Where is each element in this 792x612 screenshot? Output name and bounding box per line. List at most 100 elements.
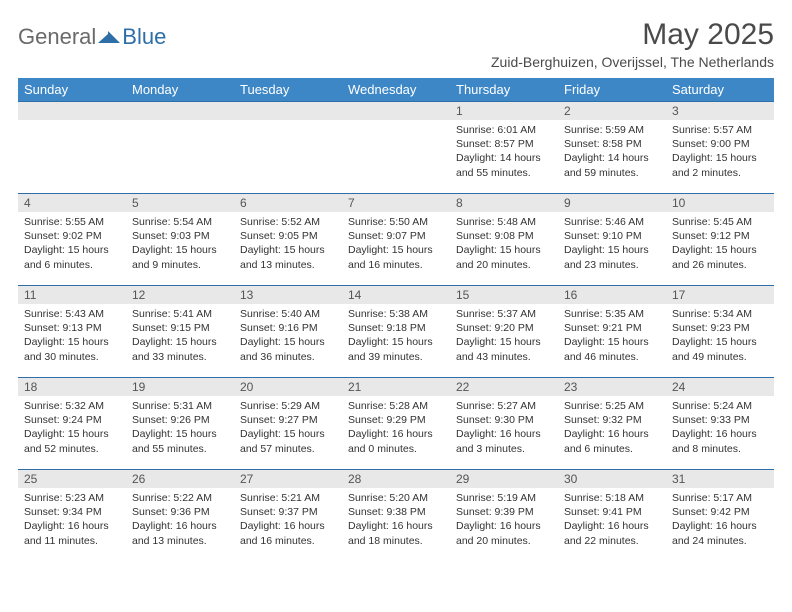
day-details: Sunrise: 5:18 AMSunset: 9:41 PMDaylight:… <box>558 488 666 552</box>
day-number: 8 <box>450 194 558 212</box>
calendar-day-cell: 10Sunrise: 5:45 AMSunset: 9:12 PMDayligh… <box>666 194 774 286</box>
day-number: 31 <box>666 470 774 488</box>
calendar-day-cell: 29 Sunrise: 5:19 AMSunset: 9:39 PMDayligh… <box>450 470 558 562</box>
sunset-text: Sunset: 9:02 PM <box>24 229 120 243</box>
sunrise-text: Sunrise: 5:38 AM <box>348 307 444 321</box>
weekday-header: Wednesday <box>342 78 450 102</box>
day-details: Sunrise: 5:43 AMSunset: 9:13 PMDaylight:… <box>18 304 126 368</box>
daylight-text: Daylight: 15 hours and 49 minutes. <box>672 335 768 363</box>
daylight-text: Daylight: 15 hours and 16 minutes. <box>348 243 444 271</box>
sunset-text: Sunset: 9:00 PM <box>672 137 768 151</box>
calendar-body: 1Sunrise: 6:01 AMSunset: 8:57 PMDaylight… <box>18 102 774 562</box>
daylight-text: Daylight: 16 hours and 20 minutes. <box>456 519 552 547</box>
sunrise-text: Sunrise: 5:32 AM <box>24 399 120 413</box>
day-number: 1 <box>450 102 558 120</box>
day-details: Sunrise: 5:55 AMSunset: 9:02 PMDaylight:… <box>18 212 126 276</box>
calendar-day-cell: 15Sunrise: 5:37 AMSunset: 9:20 PMDayligh… <box>450 286 558 378</box>
day-number: 15 <box>450 286 558 304</box>
calendar-day-cell: 1Sunrise: 6:01 AMSunset: 8:57 PMDaylight… <box>450 102 558 194</box>
sunrise-text: Sunrise: 5:57 AM <box>672 123 768 137</box>
logo-mark-icon <box>98 28 120 46</box>
day-number: 4 <box>18 194 126 212</box>
daylight-text: Daylight: 15 hours and 2 minutes. <box>672 151 768 179</box>
sunset-text: Sunset: 9:10 PM <box>564 229 660 243</box>
daylight-text: Daylight: 15 hours and 6 minutes. <box>24 243 120 271</box>
calendar-day-cell: 8Sunrise: 5:48 AMSunset: 9:08 PMDaylight… <box>450 194 558 286</box>
day-details: Sunrise: 5:46 AMSunset: 9:10 PMDaylight:… <box>558 212 666 276</box>
calendar-day-cell: 24Sunrise: 5:24 AMSunset: 9:33 PMDayligh… <box>666 378 774 470</box>
daylight-text: Daylight: 15 hours and 43 minutes. <box>456 335 552 363</box>
calendar-day-cell: 3Sunrise: 5:57 AMSunset: 9:00 PMDaylight… <box>666 102 774 194</box>
day-details: Sunrise: 5:29 AMSunset: 9:27 PMDaylight:… <box>234 396 342 460</box>
day-details: Sunrise: 5:24 AMSunset: 9:33 PMDaylight:… <box>666 396 774 460</box>
sunset-text: Sunset: 9:39 PM <box>456 505 552 519</box>
weekday-header: Saturday <box>666 78 774 102</box>
day-number: 30 <box>558 470 666 488</box>
day-number: 17 <box>666 286 774 304</box>
day-details: Sunrise: 5:31 AMSunset: 9:26 PMDaylight:… <box>126 396 234 460</box>
logo-word-blue: Blue <box>122 24 166 50</box>
day-number: 23 <box>558 378 666 396</box>
calendar-week-row: 11Sunrise: 5:43 AMSunset: 9:13 PMDayligh… <box>18 286 774 378</box>
sunrise-text: Sunrise: 5:34 AM <box>672 307 768 321</box>
calendar-day-cell: 16Sunrise: 5:35 AMSunset: 9:21 PMDayligh… <box>558 286 666 378</box>
calendar-day-cell: 17Sunrise: 5:34 AMSunset: 9:23 PMDayligh… <box>666 286 774 378</box>
title-block: May 2025 Zuid-Berghuizen, Overijssel, Th… <box>491 18 774 70</box>
day-number: 29 <box>450 470 558 488</box>
sunrise-text: Sunrise: 5:19 AM <box>456 491 552 505</box>
calendar-day-cell <box>126 102 234 194</box>
calendar-table: Sunday Monday Tuesday Wednesday Thursday… <box>18 78 774 562</box>
day-number: 14 <box>342 286 450 304</box>
calendar-day-cell: 20Sunrise: 5:29 AMSunset: 9:27 PMDayligh… <box>234 378 342 470</box>
sunset-text: Sunset: 9:34 PM <box>24 505 120 519</box>
sunrise-text: Sunrise: 5:18 AM <box>564 491 660 505</box>
sunset-text: Sunset: 9:26 PM <box>132 413 228 427</box>
day-details: Sunrise: 5:23 AMSunset: 9:34 PMDaylight:… <box>18 488 126 552</box>
calendar-day-cell: 27Sunrise: 5:21 AMSunset: 9:37 PMDayligh… <box>234 470 342 562</box>
day-details: Sunrise: 5:35 AMSunset: 9:21 PMDaylight:… <box>558 304 666 368</box>
sunset-text: Sunset: 9:07 PM <box>348 229 444 243</box>
sunset-text: Sunset: 9:20 PM <box>456 321 552 335</box>
sunrise-text: Sunrise: 5:35 AM <box>564 307 660 321</box>
calendar-day-cell: 9Sunrise: 5:46 AMSunset: 9:10 PMDaylight… <box>558 194 666 286</box>
day-number: 20 <box>234 378 342 396</box>
daylight-text: Daylight: 15 hours and 23 minutes. <box>564 243 660 271</box>
logo: General Blue <box>18 18 166 50</box>
sunset-text: Sunset: 9:05 PM <box>240 229 336 243</box>
sunrise-text: Sunrise: 5:43 AM <box>24 307 120 321</box>
daylight-text: Daylight: 16 hours and 11 minutes. <box>24 519 120 547</box>
daylight-text: Daylight: 15 hours and 20 minutes. <box>456 243 552 271</box>
calendar-day-cell: 19Sunrise: 5:31 AMSunset: 9:26 PMDayligh… <box>126 378 234 470</box>
daylight-text: Daylight: 15 hours and 36 minutes. <box>240 335 336 363</box>
sunset-text: Sunset: 9:16 PM <box>240 321 336 335</box>
location-text: Zuid-Berghuizen, Overijssel, The Netherl… <box>491 54 774 70</box>
weekday-header: Sunday <box>18 78 126 102</box>
day-number: 2 <box>558 102 666 120</box>
day-details: Sunrise: 5:38 AMSunset: 9:18 PMDaylight:… <box>342 304 450 368</box>
daylight-text: Daylight: 16 hours and 0 minutes. <box>348 427 444 455</box>
header: General Blue May 2025 Zuid-Berghuizen, O… <box>18 18 774 70</box>
day-number: 16 <box>558 286 666 304</box>
day-number: 6 <box>234 194 342 212</box>
daylight-text: Daylight: 16 hours and 3 minutes. <box>456 427 552 455</box>
day-details: Sunrise: 5:41 AMSunset: 9:15 PMDaylight:… <box>126 304 234 368</box>
calendar-day-cell: 13Sunrise: 5:40 AMSunset: 9:16 PMDayligh… <box>234 286 342 378</box>
sunset-text: Sunset: 9:12 PM <box>672 229 768 243</box>
day-details: Sunrise: 5:28 AMSunset: 9:29 PMDaylight:… <box>342 396 450 460</box>
day-details: Sunrise: 5:34 AMSunset: 9:23 PMDaylight:… <box>666 304 774 368</box>
sunrise-text: Sunrise: 5:41 AM <box>132 307 228 321</box>
sunrise-text: Sunrise: 5:59 AM <box>564 123 660 137</box>
sunrise-text: Sunrise: 5:20 AM <box>348 491 444 505</box>
calendar-week-row: 4Sunrise: 5:55 AMSunset: 9:02 PMDaylight… <box>18 194 774 286</box>
calendar-week-row: 18Sunrise: 5:32 AMSunset: 9:24 PMDayligh… <box>18 378 774 470</box>
sunrise-text: Sunrise: 5:52 AM <box>240 215 336 229</box>
sunset-text: Sunset: 9:03 PM <box>132 229 228 243</box>
sunset-text: Sunset: 9:23 PM <box>672 321 768 335</box>
sunrise-text: Sunrise: 6:01 AM <box>456 123 552 137</box>
day-number: 25 <box>18 470 126 488</box>
calendar-day-cell <box>342 102 450 194</box>
sunset-text: Sunset: 9:30 PM <box>456 413 552 427</box>
day-number: 18 <box>18 378 126 396</box>
weekday-header: Friday <box>558 78 666 102</box>
calendar-day-cell: 18Sunrise: 5:32 AMSunset: 9:24 PMDayligh… <box>18 378 126 470</box>
